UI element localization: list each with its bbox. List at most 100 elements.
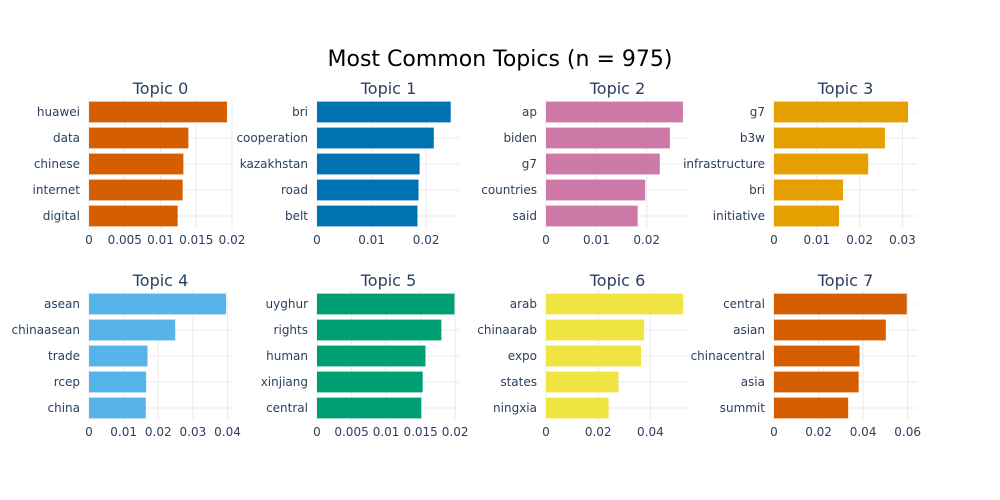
x-tick-label: 0.01 xyxy=(583,233,610,247)
bar-asia xyxy=(774,371,859,393)
category-label: digital xyxy=(43,209,80,223)
x-tick-label: 0.02 xyxy=(442,425,469,439)
category-label: arab xyxy=(510,297,537,311)
category-label: china xyxy=(48,401,81,415)
x-tick-label: 0 xyxy=(85,425,93,439)
bar-bri xyxy=(317,101,451,123)
bar-expo xyxy=(546,345,641,367)
x-tick-label: 0.04 xyxy=(850,425,877,439)
bar-ningxia xyxy=(546,397,609,419)
category-label: rcep xyxy=(54,375,80,389)
panel-title: Topic 0 xyxy=(132,79,189,98)
category-label: ap xyxy=(522,105,537,119)
x-tick-label: 0 xyxy=(542,233,550,247)
x-tick-label: 0.03 xyxy=(180,425,207,439)
panel-title: Topic 5 xyxy=(360,271,417,290)
x-tick-label: 0 xyxy=(770,425,778,439)
bar-biden xyxy=(546,127,670,149)
panel-topic-0: Topic 0 huawei data chinese internet digital 0… xyxy=(33,79,246,247)
bar-initiative xyxy=(774,205,840,227)
category-label: chinacentral xyxy=(691,349,765,363)
category-label: g7 xyxy=(750,105,765,119)
bar-road xyxy=(317,179,419,201)
bar-trade xyxy=(89,345,148,367)
bar-internet xyxy=(89,179,183,201)
bar-bri xyxy=(774,179,843,201)
panel-title: Topic 1 xyxy=(360,79,417,98)
bar-kazakhstan xyxy=(317,153,420,175)
category-label: huawei xyxy=(37,105,80,119)
panel-title: Topic 7 xyxy=(817,271,874,290)
x-tick-label: 0.01 xyxy=(803,233,830,247)
category-label: summit xyxy=(720,401,766,415)
x-tick-label: 0.015 xyxy=(179,233,213,247)
category-label: asean xyxy=(44,297,80,311)
x-tick-label: 0.005 xyxy=(108,233,142,247)
x-tick-label: 0.04 xyxy=(214,425,241,439)
bar-g7 xyxy=(546,153,660,175)
x-tick-label: 0.01 xyxy=(147,233,174,247)
x-tick-label: 0.06 xyxy=(894,425,921,439)
panel-topic-6: Topic 6 arab chinaarab expo states ningxia 0 0.… xyxy=(477,271,689,439)
panel-topic-2: Topic 2 ap biden g7 countries said 0 0.01 0.02 xyxy=(481,79,689,247)
category-label: countries xyxy=(481,183,537,197)
category-label: central xyxy=(723,297,765,311)
bar-chinaasean xyxy=(89,319,176,341)
x-tick-label: 0.03 xyxy=(889,233,916,247)
bar-rcep xyxy=(89,371,147,393)
category-label: uyghur xyxy=(266,297,309,311)
x-tick-label: 0 xyxy=(85,233,93,247)
bar-belt xyxy=(317,205,418,227)
bar-chinaarab xyxy=(546,319,645,341)
category-label: chinese xyxy=(34,157,80,171)
category-label: infrastructure xyxy=(683,157,765,171)
x-tick-label: 0.02 xyxy=(219,233,246,247)
x-tick-label: 0.01 xyxy=(358,233,385,247)
category-label: biden xyxy=(503,131,537,145)
bar-xinjiang xyxy=(317,371,423,393)
bar-arab xyxy=(546,293,684,315)
category-label: road xyxy=(281,183,308,197)
bar-uyghur xyxy=(317,293,455,315)
category-label: bri xyxy=(292,105,308,119)
panel-title: Topic 4 xyxy=(132,271,189,290)
category-label: bri xyxy=(749,183,765,197)
bar-data xyxy=(89,127,189,149)
bar-asean xyxy=(89,293,227,315)
panel-title: Topic 2 xyxy=(589,79,646,98)
panel-topic-3: Topic 3 g7 b3w infrastructure bri initiative 0… xyxy=(683,79,917,247)
category-label: asian xyxy=(733,323,765,337)
panel-topic-7: Topic 7 central asian chinacentral asia summi… xyxy=(691,271,921,439)
bar-g7 xyxy=(774,101,909,123)
bar-huawei xyxy=(89,101,227,123)
x-tick-label: 0.01 xyxy=(110,425,137,439)
x-tick-label: 0.02 xyxy=(633,233,660,247)
x-tick-label: 0.02 xyxy=(413,233,440,247)
panels: Topic 0 huawei data chinese internet digital 0… xyxy=(12,79,921,439)
category-label: central xyxy=(266,401,308,415)
bar-human xyxy=(317,345,426,367)
category-label: rights xyxy=(274,323,308,337)
bar-b3w xyxy=(774,127,885,149)
category-label: trade xyxy=(48,349,80,363)
bar-central xyxy=(317,397,422,419)
panel-topic-5: Topic 5 uyghur rights human xinjiang central 0… xyxy=(261,271,469,439)
panel-title: Topic 6 xyxy=(589,271,646,290)
category-label: kazakhstan xyxy=(240,157,308,171)
bar-ap xyxy=(546,101,683,123)
x-tick-label: 0.04 xyxy=(637,425,664,439)
category-label: xinjiang xyxy=(261,375,308,389)
category-label: said xyxy=(512,209,537,223)
x-tick-label: 0.015 xyxy=(403,425,437,439)
bar-said xyxy=(546,205,638,227)
x-tick-label: 0 xyxy=(313,233,321,247)
x-tick-label: 0 xyxy=(770,233,778,247)
bar-cooperation xyxy=(317,127,434,149)
category-label: initiative xyxy=(713,209,765,223)
bar-summit xyxy=(774,397,849,419)
category-label: cooperation xyxy=(236,131,308,145)
bar-countries xyxy=(546,179,646,201)
bar-central xyxy=(774,293,907,315)
bar-infrastructure xyxy=(774,153,869,175)
